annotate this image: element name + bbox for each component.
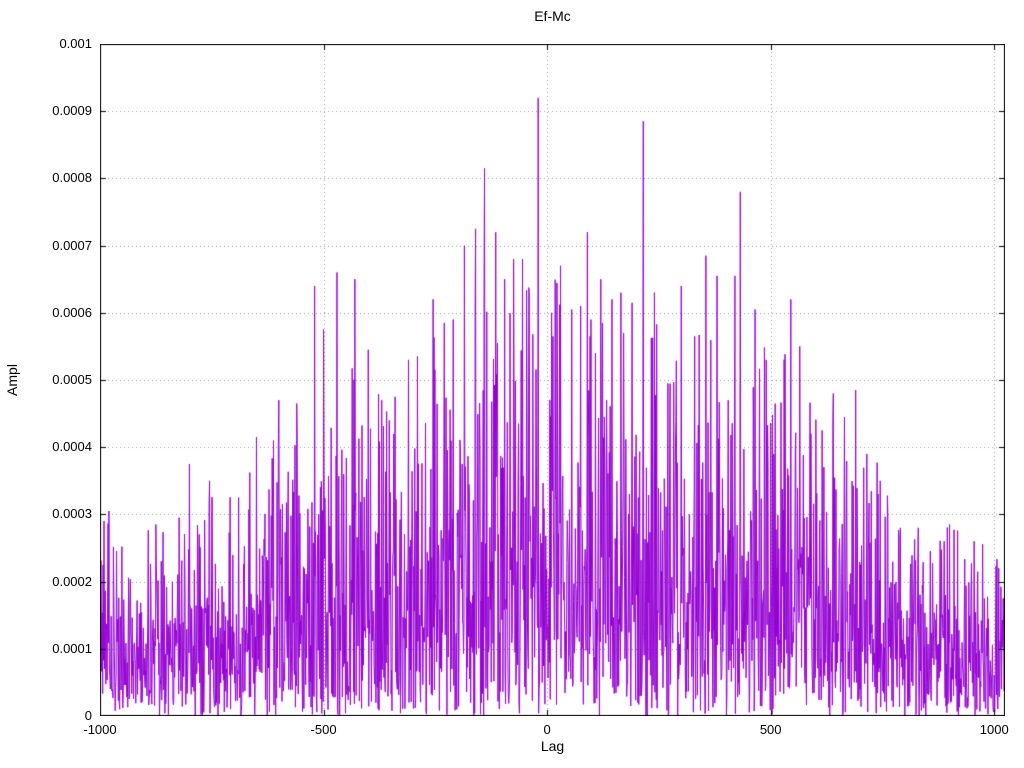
y-tick-label: 0.0009 <box>52 103 92 119</box>
y-tick-label: 0.0007 <box>52 237 92 253</box>
y-tick-label: 0.001 <box>59 36 92 51</box>
x-tick-label: -500 <box>310 722 337 737</box>
y-tick-label: 0.0006 <box>52 304 92 320</box>
x-axis-label: Lag <box>540 738 565 754</box>
y-tick-label: 0.0004 <box>52 439 92 455</box>
x-tick-label: -1000 <box>83 722 117 737</box>
y-tick-label: 0.0001 <box>52 640 92 656</box>
x-tick-label: 0 <box>543 722 551 737</box>
plot-area <box>100 44 1005 716</box>
x-tick-label: 1000 <box>979 722 1009 737</box>
y-tick-label: 0.0008 <box>52 170 92 186</box>
y-tick-label: 0.0005 <box>52 372 92 387</box>
y-tick-label: 0 <box>84 708 92 723</box>
chart-title: Ef-Mc <box>534 8 571 24</box>
x-tick-label: 500 <box>759 722 782 737</box>
y-tick-label: 0.0002 <box>52 573 92 589</box>
y-tick-label: 0.0003 <box>52 506 92 522</box>
